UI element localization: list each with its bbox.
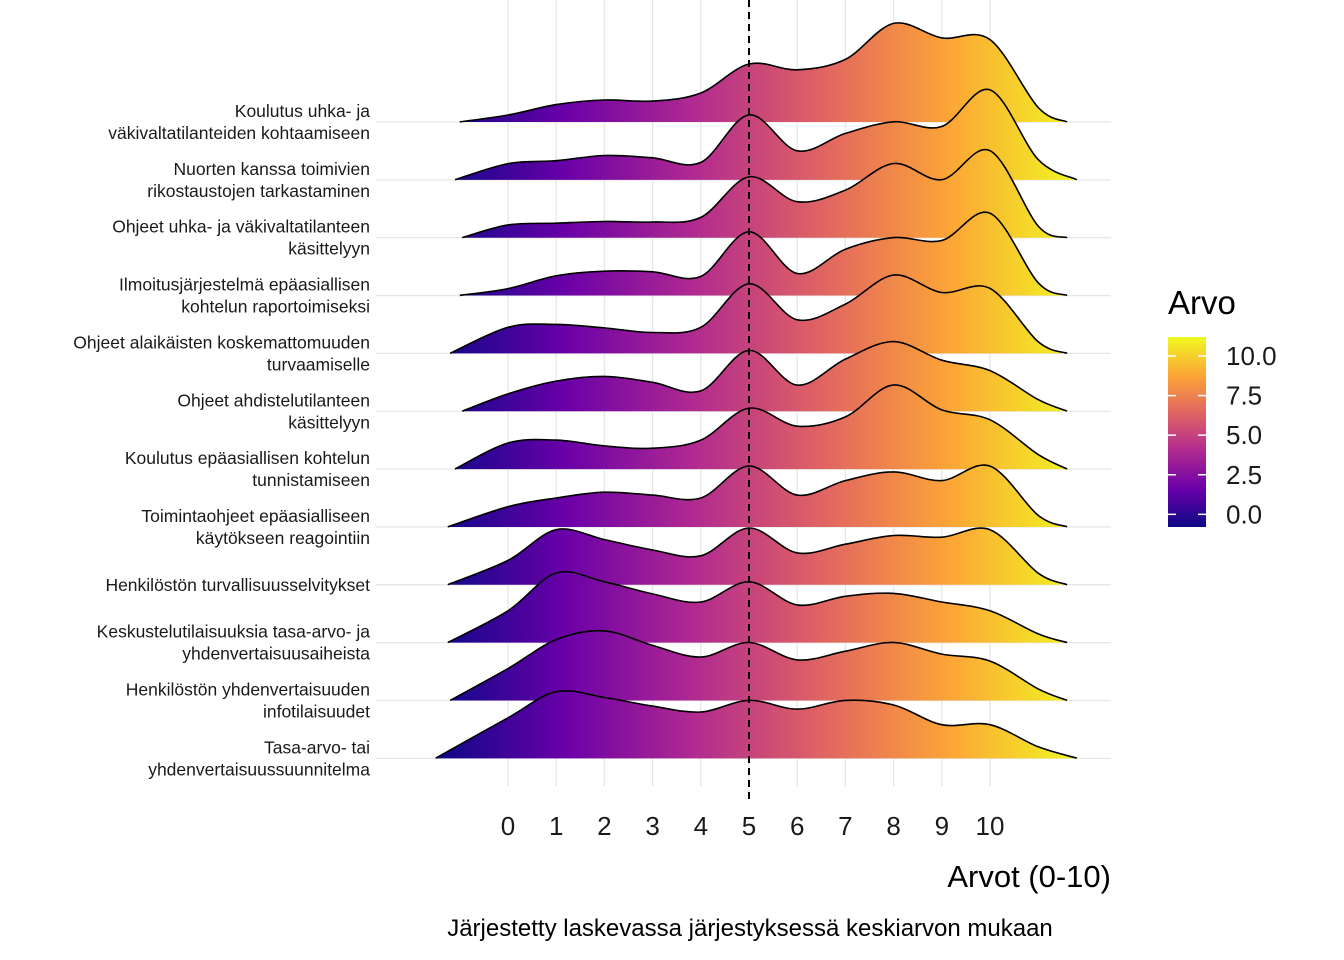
y-axis-labels: Koulutus uhka- ja väkivaltatilanteiden ko…: [73, 101, 370, 779]
ridge-4: [449, 274, 1068, 355]
ridge-8: [447, 527, 1068, 586]
legend-tick-label: 0.0: [1226, 499, 1262, 529]
y-axis-label: Ohjeet uhka- ja väkivaltatilanteen käsitt…: [112, 217, 370, 259]
x-tick-label: 3: [645, 811, 659, 841]
x-tick-label: 8: [886, 811, 900, 841]
y-label-line: Henkilöstön turvallisuusselvitykset: [105, 575, 370, 595]
ridge-area: [447, 465, 1068, 527]
y-label-line: Koulutus uhka- ja: [235, 101, 370, 121]
x-tick-label: 1: [549, 811, 563, 841]
x-tick-label: 7: [838, 811, 852, 841]
ridge-area: [459, 212, 1068, 296]
x-tick-label: 0: [501, 811, 515, 841]
legend-title: Arvo: [1168, 284, 1236, 321]
ridge-area: [455, 89, 1077, 180]
y-label-line: Ilmoitusjärjestelmä epäasiallisen: [119, 275, 370, 295]
y-axis-label: Nuorten kanssa toimivien rikostaustojen t…: [147, 159, 370, 201]
ridge-area: [450, 630, 1068, 701]
y-axis-label: Koulutus uhka- ja väkivaltatilanteiden ko…: [108, 101, 370, 143]
ridge-outline: [447, 571, 1068, 644]
y-axis-label: Ilmoitusjärjestelmä epäasiallisen kohtelu…: [119, 275, 370, 317]
legend-tick-label: 5.0: [1226, 420, 1262, 450]
legend-colorbar: [1168, 337, 1206, 527]
y-label-line: Ohjeet alaikäisten koskemattomuuden: [73, 332, 370, 352]
ridge-outline: [459, 211, 1068, 297]
ridge-outline: [435, 690, 1078, 759]
legend-tick-label: 2.5: [1226, 460, 1262, 490]
y-axis-label: Keskustelutilaisuuksia tasa-arvo- ja yhde…: [97, 622, 371, 664]
ridge-outline: [459, 22, 1068, 123]
y-label-line: yhdenvertaisuussuunnitelma: [148, 759, 370, 779]
ridge-9: [447, 571, 1068, 644]
y-label-line: infotilaisuudet: [263, 702, 370, 722]
chart-caption: Järjestetty laskevassa järjestyksessä ke…: [447, 915, 1053, 942]
y-label-line: käytökseen reagointiin: [196, 528, 370, 548]
y-label-line: Koulutus epäasiallisen kohtelun: [125, 448, 370, 468]
x-tick-label: 10: [976, 811, 1005, 841]
y-label-line: Nuorten kanssa toimivien: [174, 159, 370, 179]
ridge-outline: [449, 274, 1068, 355]
x-tick-label: 4: [694, 811, 708, 841]
y-label-line: Keskustelutilaisuuksia tasa-arvo- ja: [97, 622, 371, 642]
ridge-0: [459, 22, 1068, 123]
ridge-area: [447, 527, 1068, 585]
ridge-11: [435, 690, 1078, 759]
y-label-line: Tasa-arvo- tai: [264, 737, 370, 757]
y-label-line: Ohjeet ahdistelutilanteen: [177, 390, 370, 410]
x-tick-label: 5: [742, 811, 756, 841]
y-label-line: Toimintaohjeet epäasialliseen: [141, 506, 370, 526]
x-tick-label: 2: [597, 811, 611, 841]
y-axis-label: Henkilöstön yhdenvertaisuuden infotilaisu…: [126, 680, 370, 722]
y-axis-label: Toimintaohjeet epäasialliseen käytökseen …: [141, 506, 370, 548]
x-axis-ticks: 0 1 2 3 4 5 6 7 8 9 10: [501, 811, 1005, 841]
color-legend: Arvo 10.0 7.5 5.0 2.5 0.0: [1168, 284, 1277, 529]
ridge-outline: [447, 527, 1068, 586]
ridge-outline: [461, 340, 1068, 412]
ridge-area: [447, 571, 1068, 643]
y-label-line: Henkilöstön yhdenvertaisuuden: [126, 680, 370, 700]
x-tick-label: 9: [935, 811, 949, 841]
legend-ticks: 10.0 7.5 5.0 2.5 0.0: [1168, 341, 1277, 529]
ridge-area: [435, 690, 1077, 759]
ridge-outline: [454, 384, 1068, 470]
x-tick-label: 6: [790, 811, 804, 841]
legend-tick-label: 7.5: [1226, 381, 1262, 411]
ridge-7: [447, 464, 1068, 528]
y-axis-label: Henkilöstön turvallisuusselvitykset: [105, 575, 370, 595]
ridge-area: [455, 384, 1068, 470]
y-label-line: turvaamiselle: [267, 354, 370, 374]
ridge-area: [462, 149, 1068, 238]
ridge-10: [449, 629, 1068, 702]
y-label-line: käsittelyyn: [288, 239, 370, 259]
y-label-line: yhdenvertaisuusaiheista: [182, 644, 370, 664]
x-axis-label: Arvot (0-10): [947, 859, 1111, 894]
legend-tick-label: 10.0: [1226, 341, 1277, 371]
y-axis-label: Ohjeet ahdistelutilanteen käsittelyyn: [177, 390, 370, 432]
ridge-outline: [454, 88, 1078, 181]
ridge-3: [459, 211, 1068, 297]
ridge-outline: [461, 148, 1068, 239]
y-label-line: rikostaustojen tarkastaminen: [147, 181, 370, 201]
ridge-1: [454, 88, 1078, 181]
ridge-outline: [447, 464, 1068, 528]
y-label-line: kohtelun raportoimiseksi: [181, 297, 370, 317]
ridge-6: [454, 384, 1068, 470]
ridge-area: [459, 22, 1068, 122]
ridge-2: [461, 148, 1068, 239]
y-label-line: Ohjeet uhka- ja väkivaltatilanteen: [112, 217, 370, 237]
y-label-line: käsittelyyn: [288, 412, 370, 432]
ridge-outline: [449, 629, 1068, 702]
y-axis-label: Koulutus epäasiallisen kohtelun tunnistam…: [125, 448, 370, 490]
y-label-line: tunnistamiseen: [252, 470, 370, 490]
ridges: [435, 22, 1078, 759]
y-label-line: väkivaltatilanteiden kohtaamiseen: [108, 123, 370, 143]
y-axis-label: Ohjeet alaikäisten koskemattomuuden turva…: [73, 332, 370, 374]
ridge-area: [450, 274, 1068, 354]
y-axis-label: Tasa-arvo- tai yhdenvertaisuussuunnitelma: [148, 737, 370, 779]
